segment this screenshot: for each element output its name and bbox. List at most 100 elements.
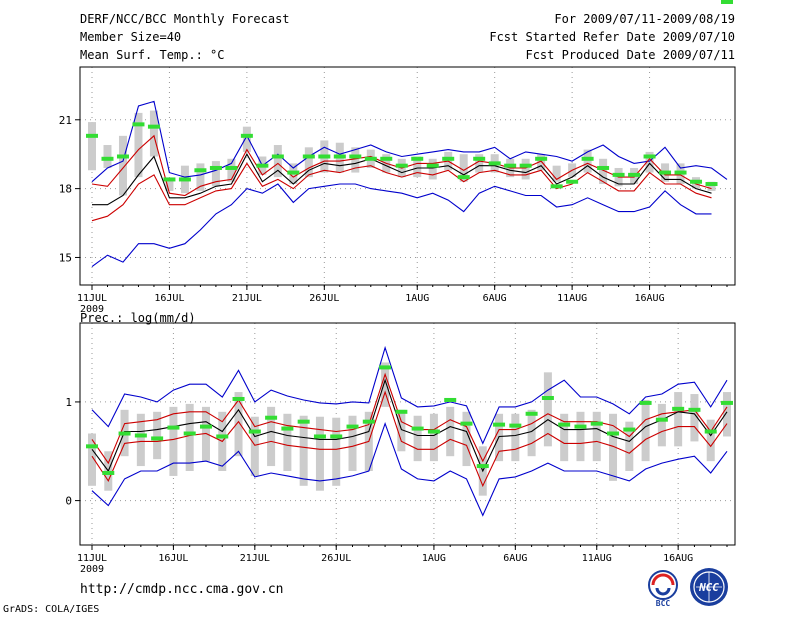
ensemble-box	[413, 156, 422, 178]
ensemble-box	[429, 413, 438, 462]
mean-marker	[86, 444, 98, 449]
ensemble-box	[475, 154, 484, 173]
ensemble-box	[413, 415, 422, 462]
x-tick-label: 6AUG	[483, 293, 507, 304]
ncc-logo-text: NCC	[698, 581, 719, 594]
mean-marker	[581, 156, 594, 161]
mean-marker	[688, 407, 701, 412]
ensemble-box	[196, 163, 205, 191]
mean-marker	[550, 184, 563, 189]
min-line	[91, 183, 712, 268]
mean-marker	[623, 427, 636, 432]
mean-marker	[426, 163, 439, 168]
x-tick-label: 16JUL	[158, 553, 188, 564]
ensemble-box	[560, 413, 569, 462]
bcc-logo: BCC	[648, 570, 678, 608]
ensemble-box	[165, 179, 174, 191]
source-url[interactable]: http://cmdp.ncc.cma.gov.cn	[80, 582, 284, 597]
mean-marker	[330, 434, 343, 439]
ensemble-box	[511, 413, 520, 462]
ensemble-box	[707, 181, 716, 191]
forecast-started-date: Fcst Started Refer Date 2009/07/10	[489, 30, 735, 44]
chart-title: DERF/NCC/BCC Monthly Forecast	[80, 12, 290, 26]
mean-marker	[86, 133, 98, 138]
mean-marker	[147, 124, 160, 129]
upper-quartile-line	[91, 372, 728, 465]
x-tick-label: 16AUG	[663, 553, 693, 564]
ensemble-box	[527, 409, 536, 457]
mean-marker	[690, 179, 703, 184]
ensemble-box	[299, 415, 308, 486]
ensemble-box	[351, 147, 360, 173]
mean-marker	[333, 154, 346, 159]
mean-marker	[199, 424, 212, 429]
ensemble-box	[134, 112, 143, 178]
ensemble-box	[552, 165, 561, 182]
bcc-logo-text: BCC	[656, 599, 671, 608]
ensemble-box	[609, 413, 618, 481]
mean-marker	[132, 122, 145, 127]
mean-marker	[612, 172, 625, 177]
mean-marker	[566, 179, 579, 184]
ensemble-box	[348, 415, 357, 471]
ensemble-box	[592, 411, 601, 462]
ensemble-box	[428, 158, 437, 180]
ensemble-box	[641, 399, 650, 462]
mean-marker	[541, 395, 554, 400]
median-line	[91, 378, 728, 473]
mean-marker	[427, 429, 440, 434]
mean-marker	[473, 156, 486, 161]
mean-marker	[411, 426, 424, 431]
mean-marker	[163, 177, 176, 182]
mean-marker	[380, 156, 393, 161]
mean-marker	[362, 419, 375, 424]
y-tick-label: 1	[65, 396, 72, 409]
ensemble-box	[273, 145, 282, 178]
ensemble-box	[706, 419, 715, 462]
mean-marker	[488, 161, 501, 166]
mean-marker	[318, 154, 331, 159]
mean-marker	[248, 429, 261, 434]
ensemble-box	[583, 149, 592, 173]
ensemble-box	[315, 416, 324, 491]
mean-marker	[721, 0, 733, 4]
ensemble-box	[227, 158, 236, 182]
mean-marker	[519, 163, 532, 168]
ensemble-box	[169, 406, 178, 476]
precipitation-panel-label: Prec.: log(mm/d)	[80, 311, 196, 325]
x-tick-label: 11JUL	[77, 293, 107, 304]
ensemble-box	[250, 416, 259, 476]
ensemble-box	[657, 403, 666, 447]
mean-marker	[444, 397, 457, 402]
temperature-panel-label: Mean Surf. Temp.: °C	[80, 48, 225, 62]
member-size-label: Member Size=40	[80, 30, 182, 44]
ensemble-box	[149, 110, 158, 157]
max-line	[91, 345, 728, 445]
mean-marker	[476, 464, 489, 469]
ensemble-box	[136, 413, 145, 467]
x-year-label: 2009	[80, 304, 104, 315]
ensemble-box	[462, 411, 471, 467]
ensemble-box	[576, 411, 585, 462]
mean-marker	[118, 431, 131, 436]
ensemble-box	[459, 154, 468, 182]
ensemble-box	[397, 409, 406, 452]
x-tick-label: 26JUL	[321, 553, 351, 564]
ensemble-box	[381, 362, 390, 407]
mean-marker	[493, 422, 506, 427]
mean-marker	[628, 172, 641, 177]
lower-quartile-line	[91, 390, 728, 488]
mean-marker	[232, 396, 245, 401]
mean-marker	[590, 421, 603, 426]
ncc-logo: NCC	[690, 568, 728, 606]
ensemble-box	[521, 158, 530, 180]
ensemble-box	[543, 372, 552, 447]
x-tick-label: 16AUG	[635, 293, 665, 304]
mean-marker	[102, 470, 115, 475]
mean-marker	[639, 400, 652, 405]
mean-marker	[672, 406, 685, 411]
plot-frame	[79, 66, 736, 286]
x-tick-label: 1AUG	[405, 293, 429, 304]
ensemble-box	[234, 392, 243, 457]
mean-marker	[183, 431, 196, 436]
